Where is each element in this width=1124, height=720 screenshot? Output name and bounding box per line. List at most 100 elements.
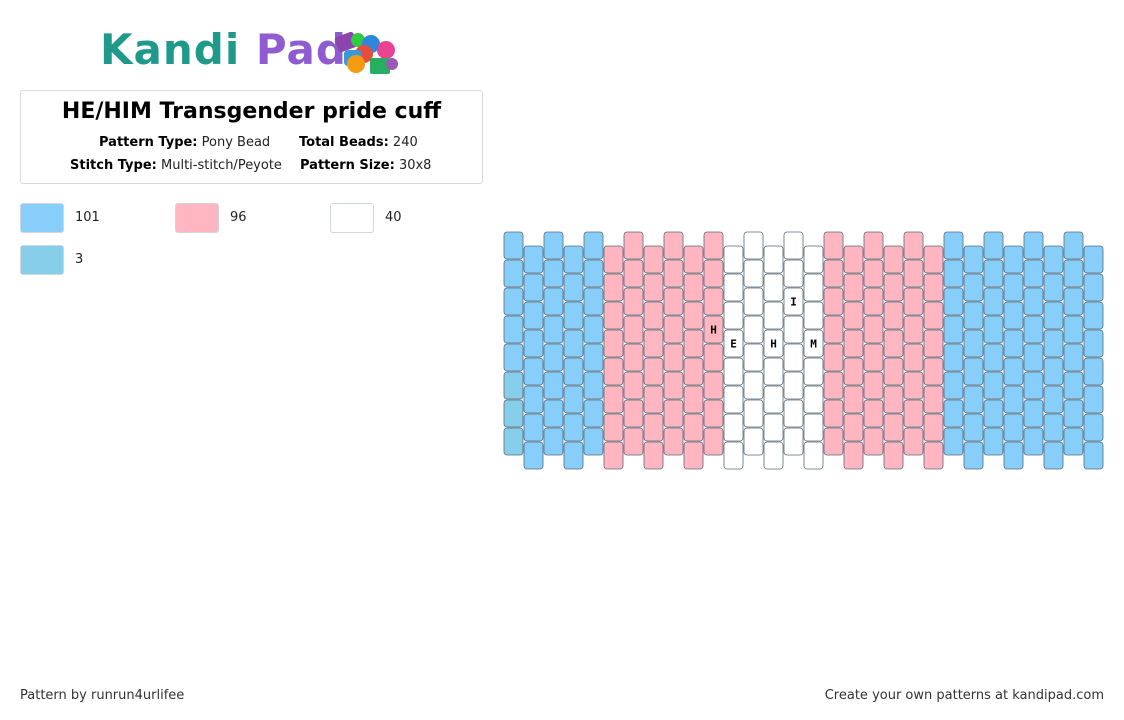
bead: [883, 329, 904, 358]
bead: [943, 259, 964, 288]
pattern-size-label: Pattern Size:: [300, 158, 395, 173]
bead: [1003, 273, 1024, 302]
bead: [723, 301, 744, 330]
bead: [923, 329, 944, 358]
bead: [583, 259, 604, 288]
bead: [563, 245, 584, 274]
bead: [943, 315, 964, 344]
bead: [803, 385, 824, 414]
bead: [883, 245, 904, 274]
bead: [703, 259, 724, 288]
bead: [903, 231, 924, 260]
bead: [563, 357, 584, 386]
bead: [1043, 245, 1064, 274]
bead: [763, 413, 784, 442]
bead: [823, 427, 844, 456]
bead: [683, 329, 704, 358]
pattern-type-value: Pony Bead: [201, 135, 271, 150]
bead-letter: H: [710, 324, 717, 337]
bead: [523, 245, 544, 274]
bead: [823, 371, 844, 400]
bead: [963, 357, 984, 386]
bead: [1023, 343, 1044, 372]
pattern-type: Pattern Type: Pony Bead: [99, 135, 270, 150]
bead: [503, 231, 524, 260]
bead: [823, 231, 844, 260]
bead: [783, 231, 804, 260]
bead: [1003, 413, 1024, 442]
bead: [923, 273, 944, 302]
bead: [743, 231, 764, 260]
bead: [703, 427, 724, 456]
bead: [543, 427, 564, 456]
bead: [983, 399, 1004, 428]
pattern-size-value: 30x8: [398, 158, 432, 173]
bead: [983, 427, 1004, 456]
bead-count: 3: [75, 252, 84, 267]
bead: [763, 301, 784, 330]
bead: [543, 231, 564, 260]
bead: [903, 259, 924, 288]
bead: [923, 357, 944, 386]
bead: [503, 399, 524, 428]
bead: [763, 273, 784, 302]
bead: [623, 287, 644, 316]
bead: [1043, 357, 1064, 386]
bead: [803, 301, 824, 330]
pattern-type-label: Pattern Type:: [99, 135, 198, 150]
bead: [883, 273, 904, 302]
bead: [623, 399, 644, 428]
bead: [743, 259, 764, 288]
bead: [823, 287, 844, 316]
bead: [723, 245, 744, 274]
bead: [923, 385, 944, 414]
pattern-title: HE/HIM Transgender pride cuff: [61, 99, 442, 124]
bead: [843, 245, 864, 274]
bead: [843, 413, 864, 442]
bead: [963, 441, 984, 470]
bead: [663, 343, 684, 372]
bead: [1023, 399, 1044, 428]
bead: [723, 441, 744, 470]
bead: [1023, 371, 1044, 400]
bead: [703, 315, 724, 344]
bead: [1083, 441, 1104, 470]
bead: [663, 371, 684, 400]
bead: [563, 329, 584, 358]
color-swatch: [20, 203, 64, 233]
bead: [843, 385, 864, 414]
bead: [1003, 357, 1024, 386]
bead: [743, 427, 764, 456]
bead: [1003, 385, 1024, 414]
bead: [603, 273, 624, 302]
bead: [963, 385, 984, 414]
bead: [843, 329, 864, 358]
bead: [883, 357, 904, 386]
bead-count: 101: [75, 210, 100, 225]
bead: [643, 245, 664, 274]
stitch-type-label: Stitch Type:: [70, 158, 157, 173]
bead: [1003, 245, 1024, 274]
bead: [943, 287, 964, 316]
bead: [743, 315, 764, 344]
bead: [1083, 329, 1104, 358]
kandi-pad-logo[interactable]: Kandi Pad: [100, 24, 410, 76]
kandipad-link[interactable]: Create your own patterns at kandipad.com: [824, 688, 1104, 703]
bead: [983, 315, 1004, 344]
bead: [583, 231, 604, 260]
bead: [1063, 427, 1084, 456]
bead: [563, 273, 584, 302]
total-beads-label: Total Beads:: [299, 135, 389, 150]
bead: [563, 385, 584, 414]
bead: [503, 427, 524, 456]
bead: [783, 399, 804, 428]
bead: [663, 399, 684, 428]
bead: [683, 301, 704, 330]
bead: [583, 371, 604, 400]
bead: [743, 399, 764, 428]
bead: [863, 427, 884, 456]
bead-count: 40: [385, 210, 402, 225]
bead: [783, 343, 804, 372]
bead: [843, 441, 864, 470]
bead: [663, 287, 684, 316]
